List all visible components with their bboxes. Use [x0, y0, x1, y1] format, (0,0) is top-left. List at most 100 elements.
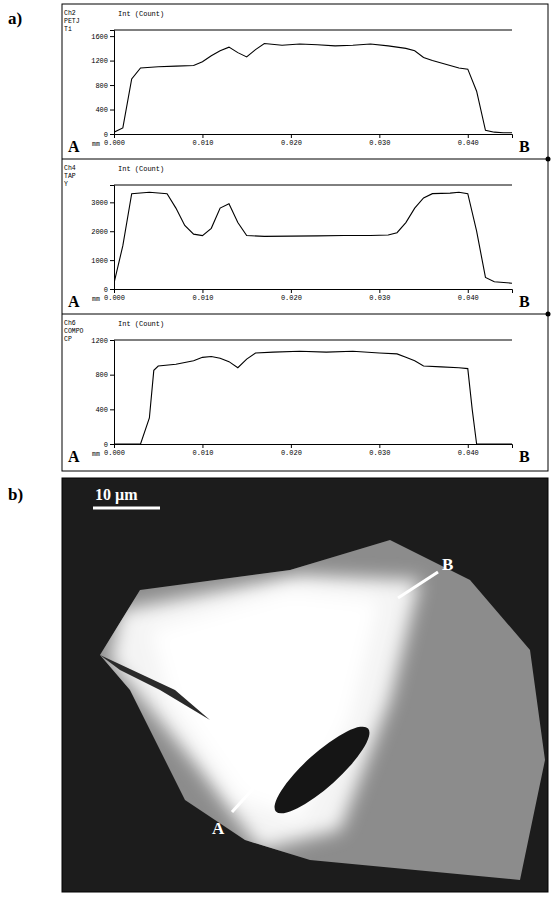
- tick: 400: [95, 406, 114, 414]
- y-axis: 0 400 800 1200 1600: [91, 31, 114, 139]
- tick-label: 0.000: [104, 139, 125, 147]
- tick: 400: [95, 106, 114, 114]
- notch: [100, 655, 210, 720]
- tick-label: 0.030: [369, 139, 390, 147]
- tick: 0: [104, 131, 114, 139]
- separator-dot: [546, 312, 551, 317]
- tick-label: 400: [95, 406, 108, 414]
- tick-mark: [110, 409, 114, 410]
- tick: 0.040: [458, 444, 479, 457]
- annotation: B: [519, 138, 530, 155]
- tick-label: 1200: [91, 57, 108, 65]
- tick-mark: [110, 61, 114, 62]
- tick: 3000: [91, 199, 114, 207]
- y-axis-title: Int (Count): [118, 165, 164, 173]
- annotation: A: [68, 293, 80, 310]
- tick-label: 0: [104, 286, 108, 294]
- tick-label: 0.000: [104, 449, 125, 457]
- profile-marker: [232, 770, 270, 812]
- tick-mark: [110, 85, 114, 86]
- tick-mark: [379, 444, 380, 448]
- profile-label: B: [442, 555, 453, 574]
- tick: 0.030: [369, 289, 390, 302]
- line: [114, 43, 512, 132]
- tick-label: 0.000: [104, 294, 125, 302]
- scale-bar-label: 10 µm: [95, 486, 138, 504]
- y-axis-line: [110, 341, 115, 445]
- line: [114, 192, 512, 283]
- tick-mark: [110, 110, 114, 111]
- tick-label: 0.030: [369, 294, 390, 302]
- tick: 0.040: [458, 289, 479, 302]
- x-axis-title: mm: [92, 451, 100, 458]
- tick-label: 1000: [91, 257, 108, 265]
- annotation: B: [519, 293, 530, 310]
- tick-mark: [110, 231, 114, 232]
- x-axis-title: mm: [92, 141, 100, 148]
- tick-mark: [291, 444, 292, 448]
- tick-label: 0.040: [458, 294, 479, 302]
- tick-mark: [291, 134, 292, 138]
- hole: [265, 716, 380, 824]
- profile-label: A: [212, 819, 225, 838]
- tick-label: 0.040: [458, 449, 479, 457]
- chart: Ch4TAPYInt (Count)0.0000.0100.0200.0300.…: [62, 165, 551, 317]
- chart: Ch2PETJTiInt (Count)0.0000.0100.0200.030…: [62, 10, 551, 162]
- chart-title: Ch6COMPOCP: [64, 320, 84, 343]
- tick-mark: [110, 134, 114, 135]
- chart-title: Ch2PETJTi: [64, 10, 80, 33]
- tick-mark: [379, 289, 380, 293]
- tick: 0: [104, 441, 114, 449]
- tick-mark: [110, 340, 114, 341]
- micrograph: 10 µm A B: [62, 478, 548, 892]
- tick-mark: [110, 202, 114, 203]
- plot-marks: [114, 192, 512, 283]
- tick-mark: [110, 260, 114, 261]
- panel-frame: [62, 4, 548, 471]
- plot-frame: [114, 340, 512, 341]
- separator: [62, 314, 548, 315]
- x-axis-title: mm: [92, 296, 100, 303]
- tick-label: 2000: [91, 228, 108, 236]
- scale-bar: [93, 507, 160, 510]
- tick: 1000: [91, 257, 114, 265]
- tick-label: 0.030: [369, 449, 390, 457]
- tick-mark: [468, 289, 469, 293]
- profile-marker: [398, 572, 438, 598]
- tick-label: 800: [95, 371, 108, 379]
- tick-label: 0.010: [192, 139, 213, 147]
- x-axis-line: [115, 290, 513, 294]
- tick: 800: [95, 82, 114, 90]
- plot-frame: [114, 30, 512, 31]
- tick: 0: [104, 286, 114, 294]
- chart-title: Ch4TAPY: [64, 165, 76, 188]
- tick-label: 0.020: [281, 449, 302, 457]
- tick: 800: [95, 371, 114, 379]
- tick-mark: [202, 444, 203, 448]
- x-axis: 0.0000.0100.0200.0300.040: [104, 289, 513, 302]
- x-axis-line: [115, 135, 513, 139]
- tick-mark: [468, 444, 469, 448]
- tick: 0.010: [192, 289, 213, 302]
- tick-label: 0.010: [192, 294, 213, 302]
- tick-label: 1600: [91, 33, 108, 41]
- tick: 0.010: [192, 134, 213, 147]
- tick: 0.020: [281, 444, 302, 457]
- separator: [62, 159, 548, 160]
- bright-zone: [110, 575, 420, 850]
- panel-label: a): [8, 9, 22, 28]
- plot-marks: [114, 43, 512, 132]
- tick-mark: [468, 134, 469, 138]
- y-axis-line: [110, 186, 115, 290]
- line: [114, 351, 512, 444]
- figure: a) Ch2PETJTi Int (Count) 0.000 0.010 0.020 0.0…: [0, 0, 555, 898]
- x-axis-line: [115, 445, 513, 449]
- tick-label: 800: [95, 82, 108, 90]
- tick: 0.030: [369, 134, 390, 147]
- x-axis: 0.0000.0100.0200.0300.040: [104, 444, 513, 457]
- tick: 2000: [91, 228, 114, 236]
- annotation: A: [68, 138, 80, 155]
- grain-body: [100, 540, 545, 880]
- tick: 0.020: [281, 134, 302, 147]
- chart: Ch6COMPOCPInt (Count)0.0000.0100.0200.03…: [64, 320, 530, 465]
